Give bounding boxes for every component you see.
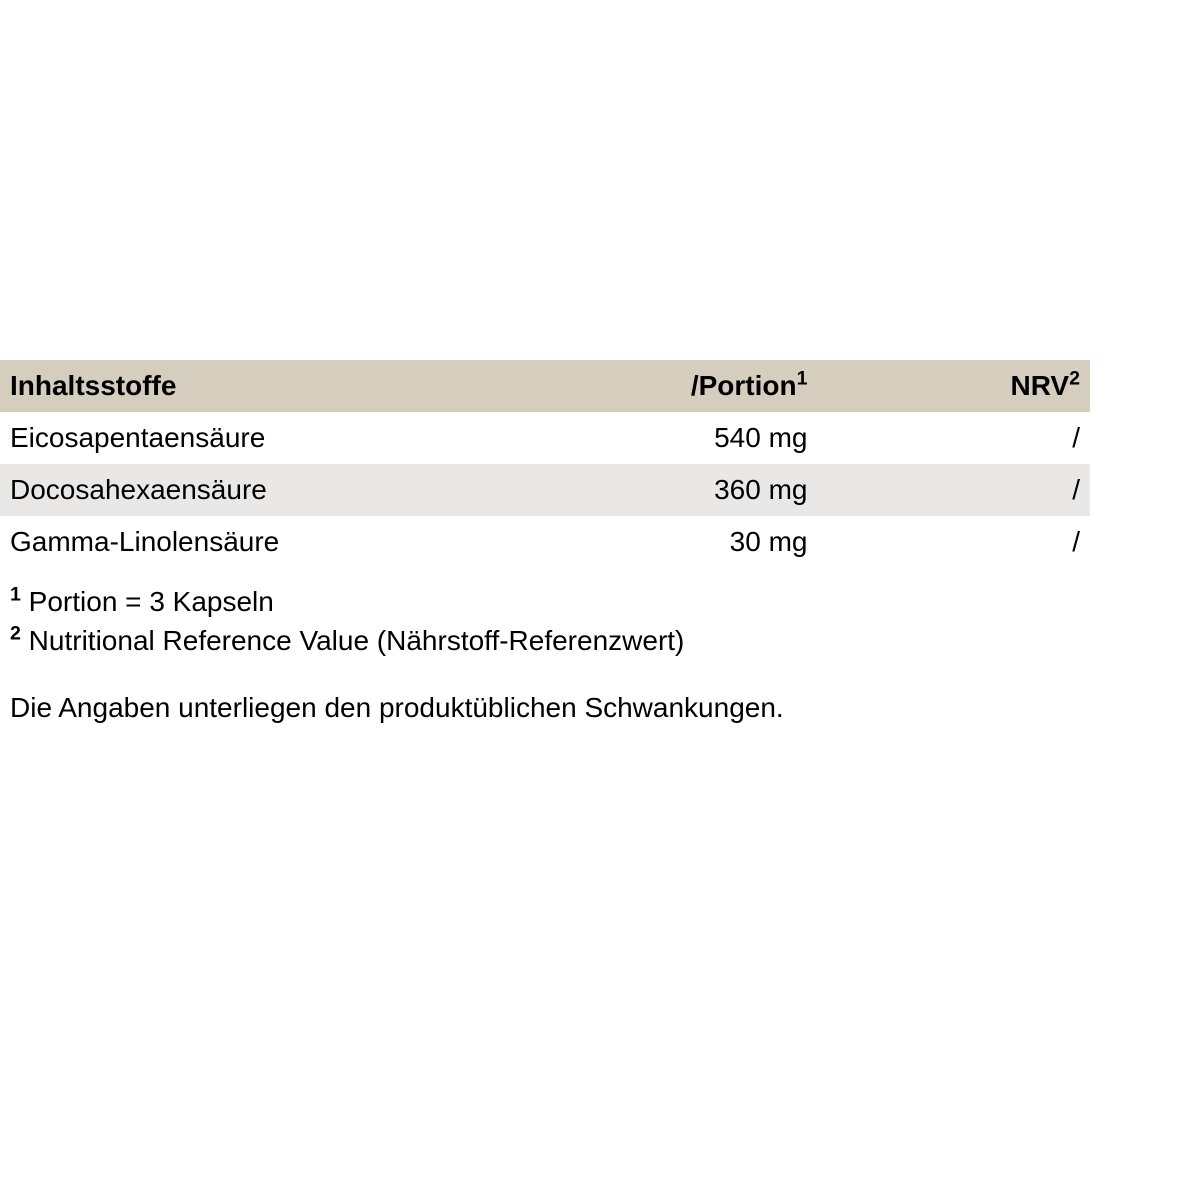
disclaimer-text: Die Angaben unterliegen den produktüblic… xyxy=(0,692,1090,724)
table-row: Gamma-Linolensäure 30 mg / xyxy=(0,516,1090,568)
cell-ingredient-name: Gamma-Linolensäure xyxy=(0,516,600,568)
cell-nrv-value: / xyxy=(818,412,1091,464)
header-ingredients: Inhaltsstoffe xyxy=(0,360,600,412)
cell-nrv-value: / xyxy=(818,516,1091,568)
cell-ingredient-name: Docosahexaensäure xyxy=(0,464,600,516)
cell-portion-value: 30 mg xyxy=(600,516,818,568)
cell-portion-value: 540 mg xyxy=(600,412,818,464)
header-portion-label: /Portion xyxy=(691,370,797,401)
header-nrv-label: NRV xyxy=(1010,370,1069,401)
footnote-2-text: Nutritional Reference Value (Nährstoff-R… xyxy=(21,625,684,656)
footnote-1-text: Portion = 3 Kapseln xyxy=(21,586,274,617)
header-ingredients-label: Inhaltsstoffe xyxy=(10,370,176,401)
header-nrv: NRV2 xyxy=(818,360,1091,412)
ingredients-table: Inhaltsstoffe /Portion1 NRV2 Eicosapenta… xyxy=(0,360,1090,568)
footnotes: 1 Portion = 3 Kapseln 2 Nutritional Refe… xyxy=(0,582,1090,660)
table-row: Eicosapentaensäure 540 mg / xyxy=(0,412,1090,464)
footnote-1-sup: 1 xyxy=(10,584,21,606)
footnote-2: 2 Nutritional Reference Value (Nährstoff… xyxy=(10,621,1090,660)
table-row: Docosahexaensäure 360 mg / xyxy=(0,464,1090,516)
cell-portion-value: 360 mg xyxy=(600,464,818,516)
cell-nrv-value: / xyxy=(818,464,1091,516)
content-wrapper: Inhaltsstoffe /Portion1 NRV2 Eicosapenta… xyxy=(0,0,1090,724)
table-header-row: Inhaltsstoffe /Portion1 NRV2 xyxy=(0,360,1090,412)
header-nrv-sup: 2 xyxy=(1069,368,1080,390)
header-portion: /Portion1 xyxy=(600,360,818,412)
header-portion-sup: 1 xyxy=(797,368,808,390)
footnote-2-sup: 2 xyxy=(10,623,21,645)
cell-ingredient-name: Eicosapentaensäure xyxy=(0,412,600,464)
footnote-1: 1 Portion = 3 Kapseln xyxy=(10,582,1090,621)
